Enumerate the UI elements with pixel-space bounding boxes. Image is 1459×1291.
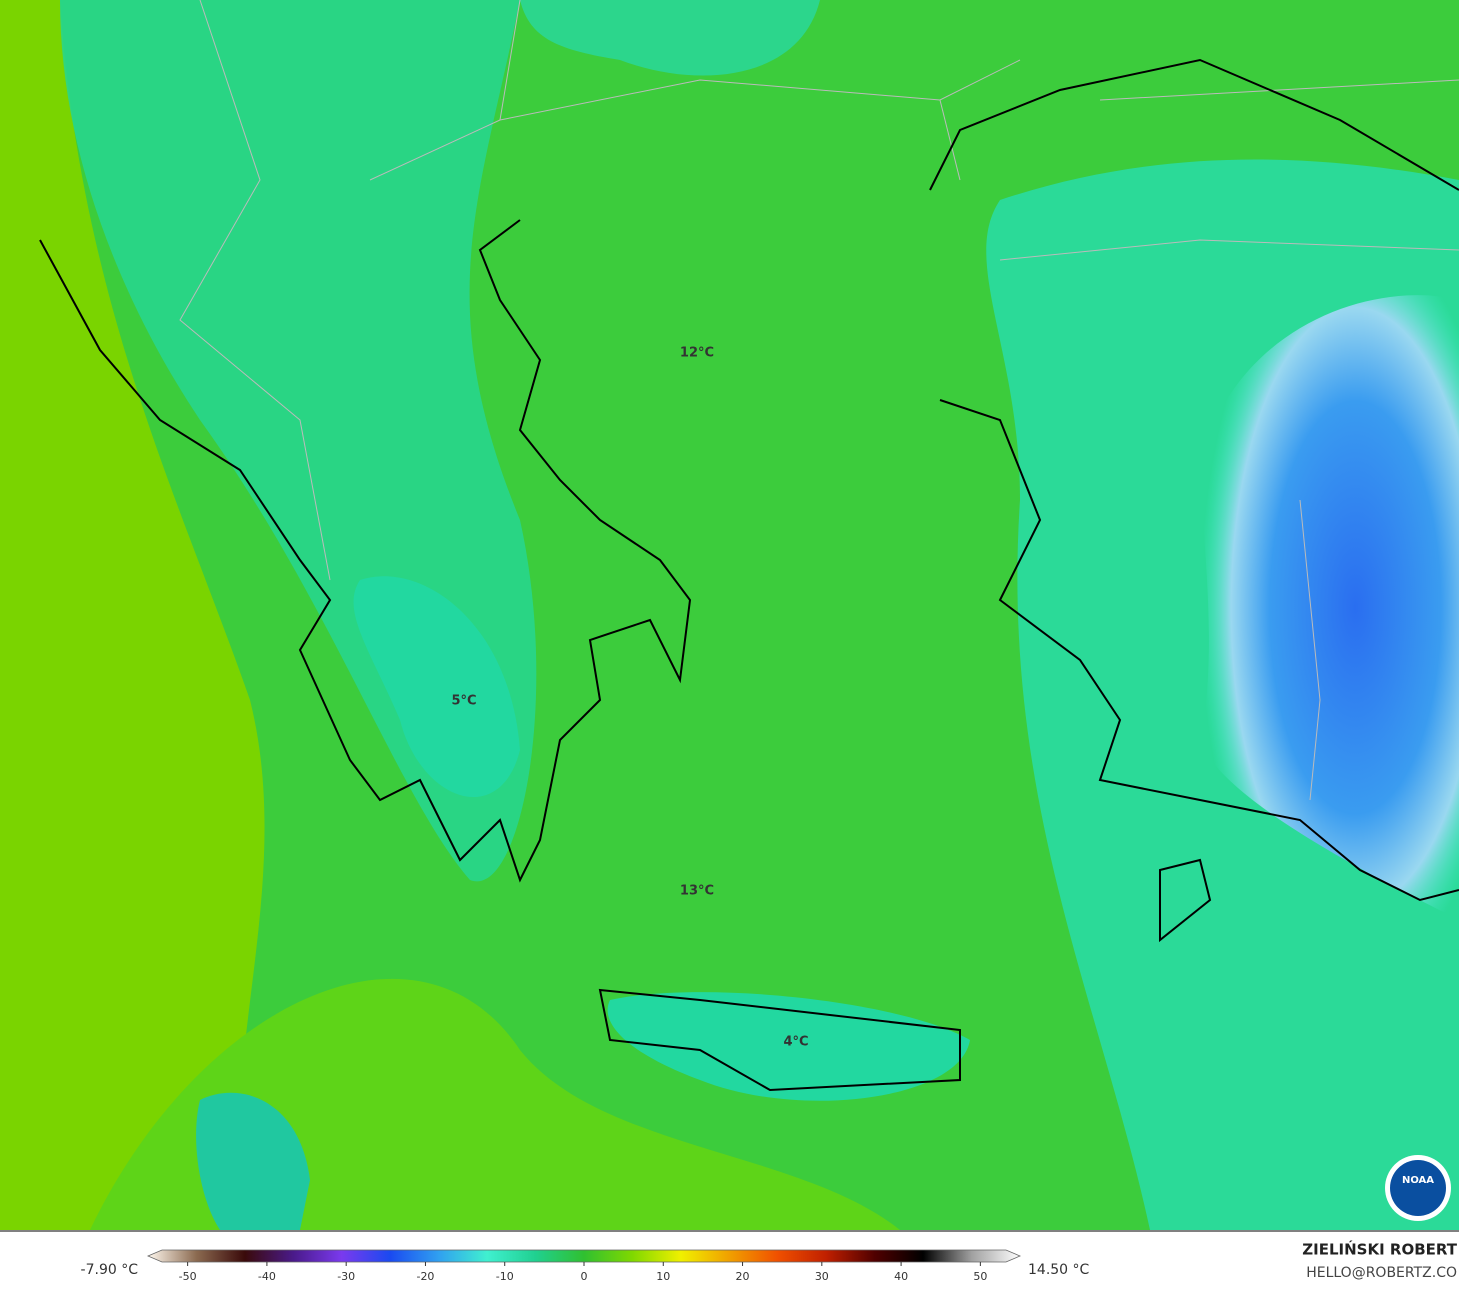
- author: ZIELIŃSKI ROBERT: [1302, 1240, 1457, 1259]
- colorbar-tick-label: 0: [581, 1270, 588, 1283]
- max-label: 14.50 °C: [1028, 1262, 1090, 1278]
- colorbar-tick-label: -40: [258, 1270, 276, 1283]
- email: HELLO@ROBERTZ.CO: [1306, 1265, 1457, 1281]
- noaa-logo: NOAA: [1385, 1155, 1451, 1221]
- map-label: 4°C: [783, 1035, 808, 1050]
- colorbar-tick-label: -20: [416, 1270, 434, 1283]
- map-label: 5°C: [451, 694, 476, 709]
- colorbar-tick-label: 50: [973, 1270, 987, 1283]
- map-label: 12°C: [680, 346, 714, 361]
- colorbar-tick-label: -50: [179, 1270, 197, 1283]
- min-label: -7.90 °C: [81, 1262, 139, 1278]
- colorbar-tick-label: -30: [337, 1270, 355, 1283]
- colorbar-tick-label: 30: [815, 1270, 829, 1283]
- colorbar: -50 -40 -30 -20 -10 0 10 20 30 40 50: [146, 1249, 1022, 1283]
- colorbar-scale: [146, 1249, 1022, 1263]
- colorbar-tick-label: 40: [894, 1270, 908, 1283]
- colorbar-tick-label: 20: [736, 1270, 750, 1283]
- colorbar-tick-label: -10: [496, 1270, 514, 1283]
- logo-text: NOAA: [1402, 1175, 1434, 1186]
- map-field: [0, 0, 1459, 1230]
- map-label: 13°C: [680, 884, 714, 899]
- colorbar-tick-label: 10: [656, 1270, 670, 1283]
